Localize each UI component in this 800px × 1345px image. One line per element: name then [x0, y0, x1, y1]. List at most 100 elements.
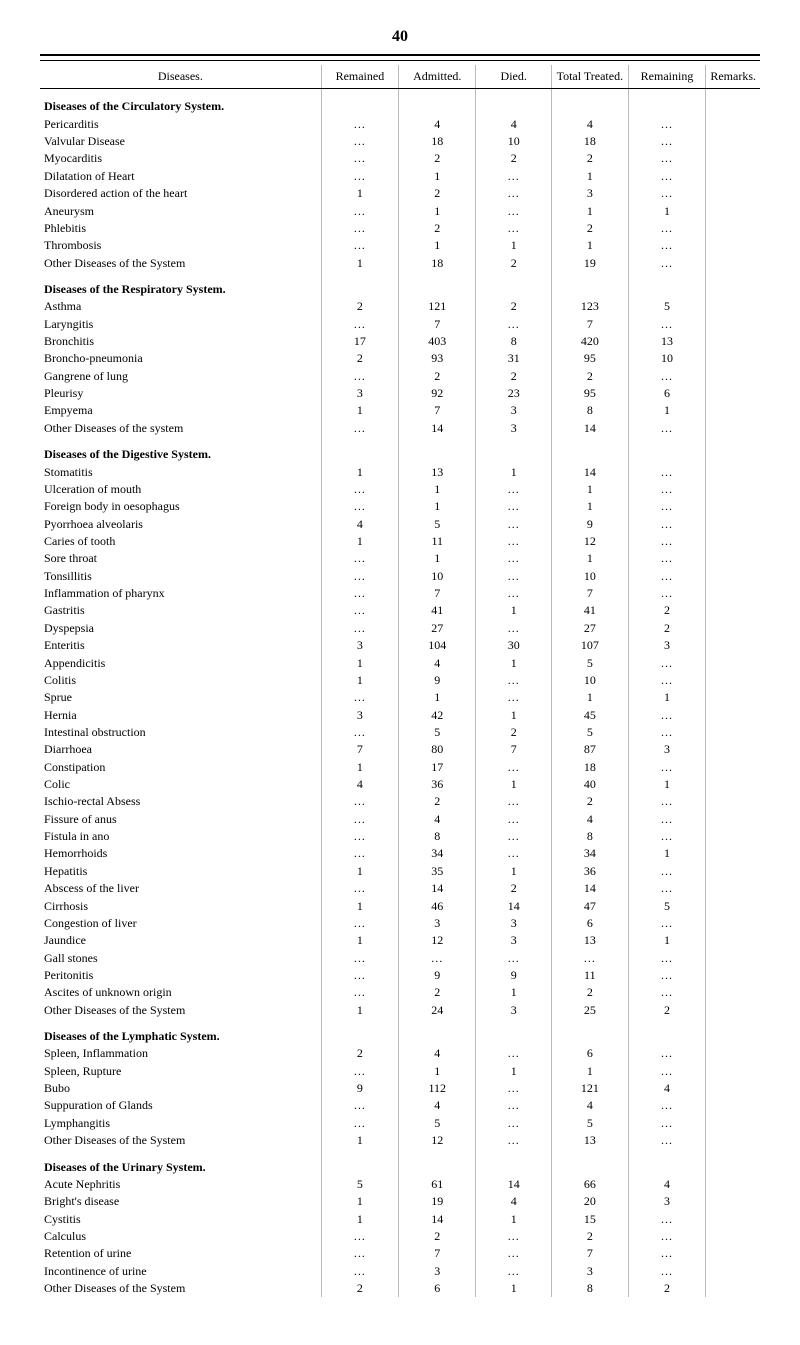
- ellipsis: ...: [508, 760, 520, 774]
- table-row: Appendicitis1415...: [40, 655, 760, 672]
- cell-remarks: [706, 915, 760, 932]
- cell-admitted: 7: [399, 402, 476, 419]
- cell-remained: ...: [321, 1063, 398, 1080]
- disease-name: Constipation: [40, 759, 321, 776]
- cell-admitted: ...: [399, 950, 476, 967]
- cell-remarks: [706, 1176, 760, 1193]
- disease-name: Suppuration of Glands: [40, 1097, 321, 1114]
- ellipsis: ...: [354, 134, 366, 148]
- top-rule-thin: [40, 60, 760, 61]
- table-row: Broncho-pneumonia293319510: [40, 350, 760, 367]
- ellipsis: ...: [508, 1116, 520, 1130]
- cell-remained: 1: [321, 863, 398, 880]
- cell-remarks: [706, 116, 760, 133]
- cell-remaining: ...: [628, 1097, 706, 1114]
- cell-remained: 1: [321, 672, 398, 689]
- ellipsis: ...: [508, 317, 520, 331]
- ellipsis: ...: [508, 951, 520, 965]
- ellipsis: ...: [354, 603, 366, 617]
- section-empty-cell: [321, 89, 398, 116]
- cell-total: 25: [552, 1002, 629, 1019]
- section-empty-cell: [399, 1019, 476, 1045]
- cell-remaining: 3: [628, 741, 706, 758]
- disease-name: Fissure of anus: [40, 811, 321, 828]
- disease-name: Pleurisy: [40, 385, 321, 402]
- ellipsis: ...: [661, 1246, 673, 1260]
- cell-remained: 7: [321, 741, 398, 758]
- table-row: Ulceration of mouth...1...1...: [40, 481, 760, 498]
- cell-remaining: ...: [628, 116, 706, 133]
- disease-name: Spleen, Inflammation: [40, 1045, 321, 1062]
- cell-remaining: ...: [628, 1132, 706, 1149]
- cell-total: 1: [552, 550, 629, 567]
- table-row: Suppuration of Glands...4...4...: [40, 1097, 760, 1114]
- cell-died: 3: [476, 932, 552, 949]
- table-row: Fissure of anus...4...4...: [40, 811, 760, 828]
- cell-admitted: 12: [399, 1132, 476, 1149]
- table-row: Cystitis114115...: [40, 1211, 760, 1228]
- cell-admitted: 7: [399, 1245, 476, 1262]
- cell-remained: ...: [321, 620, 398, 637]
- ellipsis: ...: [508, 673, 520, 687]
- cell-died: 14: [476, 1176, 552, 1193]
- ellipsis: ...: [354, 916, 366, 930]
- table-row: Peritonitis...9911...: [40, 967, 760, 984]
- cell-died: ...: [476, 533, 552, 550]
- ellipsis: ...: [508, 569, 520, 583]
- cell-died: ...: [476, 1045, 552, 1062]
- ellipsis: ...: [661, 517, 673, 531]
- cell-admitted: 1: [399, 498, 476, 515]
- cell-died: ...: [476, 220, 552, 237]
- disease-name: Hemorrhoids: [40, 845, 321, 862]
- cell-remarks: [706, 637, 760, 654]
- cell-total: 4: [552, 811, 629, 828]
- section-title: Diseases of the Urinary System.: [40, 1150, 321, 1176]
- section-title: Diseases of the Lymphatic System.: [40, 1019, 321, 1045]
- cell-total: 7: [552, 316, 629, 333]
- cell-remarks: [706, 568, 760, 585]
- cell-remarks: [706, 828, 760, 845]
- ellipsis: ...: [661, 369, 673, 383]
- table-row: Valvular Disease...181018...: [40, 133, 760, 150]
- cell-remaining: 2: [628, 1002, 706, 1019]
- table-row: Cirrhosis14614475: [40, 898, 760, 915]
- cell-admitted: 112: [399, 1080, 476, 1097]
- table-row: Hernia342145...: [40, 707, 760, 724]
- cell-remaining: 5: [628, 298, 706, 315]
- cell-remained: ...: [321, 845, 398, 862]
- cell-remarks: [706, 724, 760, 741]
- disease-name: Sore throat: [40, 550, 321, 567]
- section-empty-cell: [706, 1019, 760, 1045]
- section-empty-cell: [552, 1019, 629, 1045]
- table-row: Disordered action of the heart12...3...: [40, 185, 760, 202]
- cell-died: 1: [476, 1280, 552, 1297]
- ellipsis: ...: [354, 482, 366, 496]
- ellipsis: ...: [661, 881, 673, 895]
- cell-total: 123: [552, 298, 629, 315]
- cell-admitted: 2: [399, 150, 476, 167]
- ellipsis: ...: [508, 621, 520, 635]
- cell-admitted: 2: [399, 1228, 476, 1245]
- cell-remaining: ...: [628, 498, 706, 515]
- cell-admitted: 34: [399, 845, 476, 862]
- cell-admitted: 4: [399, 811, 476, 828]
- ellipsis: ...: [354, 1064, 366, 1078]
- cell-remaining: ...: [628, 133, 706, 150]
- cell-total: 2: [552, 220, 629, 237]
- cell-remarks: [706, 1080, 760, 1097]
- ellipsis: ...: [508, 204, 520, 218]
- table-row: Aneurysm...1...11: [40, 203, 760, 220]
- cell-remained: ...: [321, 950, 398, 967]
- cell-remarks: [706, 316, 760, 333]
- ellipsis: ...: [661, 951, 673, 965]
- cell-admitted: 92: [399, 385, 476, 402]
- cell-remaining: 2: [628, 620, 706, 637]
- cell-remarks: [706, 385, 760, 402]
- cell-remaining: ...: [628, 1211, 706, 1228]
- cell-total: 121: [552, 1080, 629, 1097]
- ellipsis: ...: [354, 690, 366, 704]
- cell-remaining: ...: [628, 481, 706, 498]
- table-row: Sprue...1...11: [40, 689, 760, 706]
- disease-name: Intestinal obstruction: [40, 724, 321, 741]
- table-row: Colitis19...10...: [40, 672, 760, 689]
